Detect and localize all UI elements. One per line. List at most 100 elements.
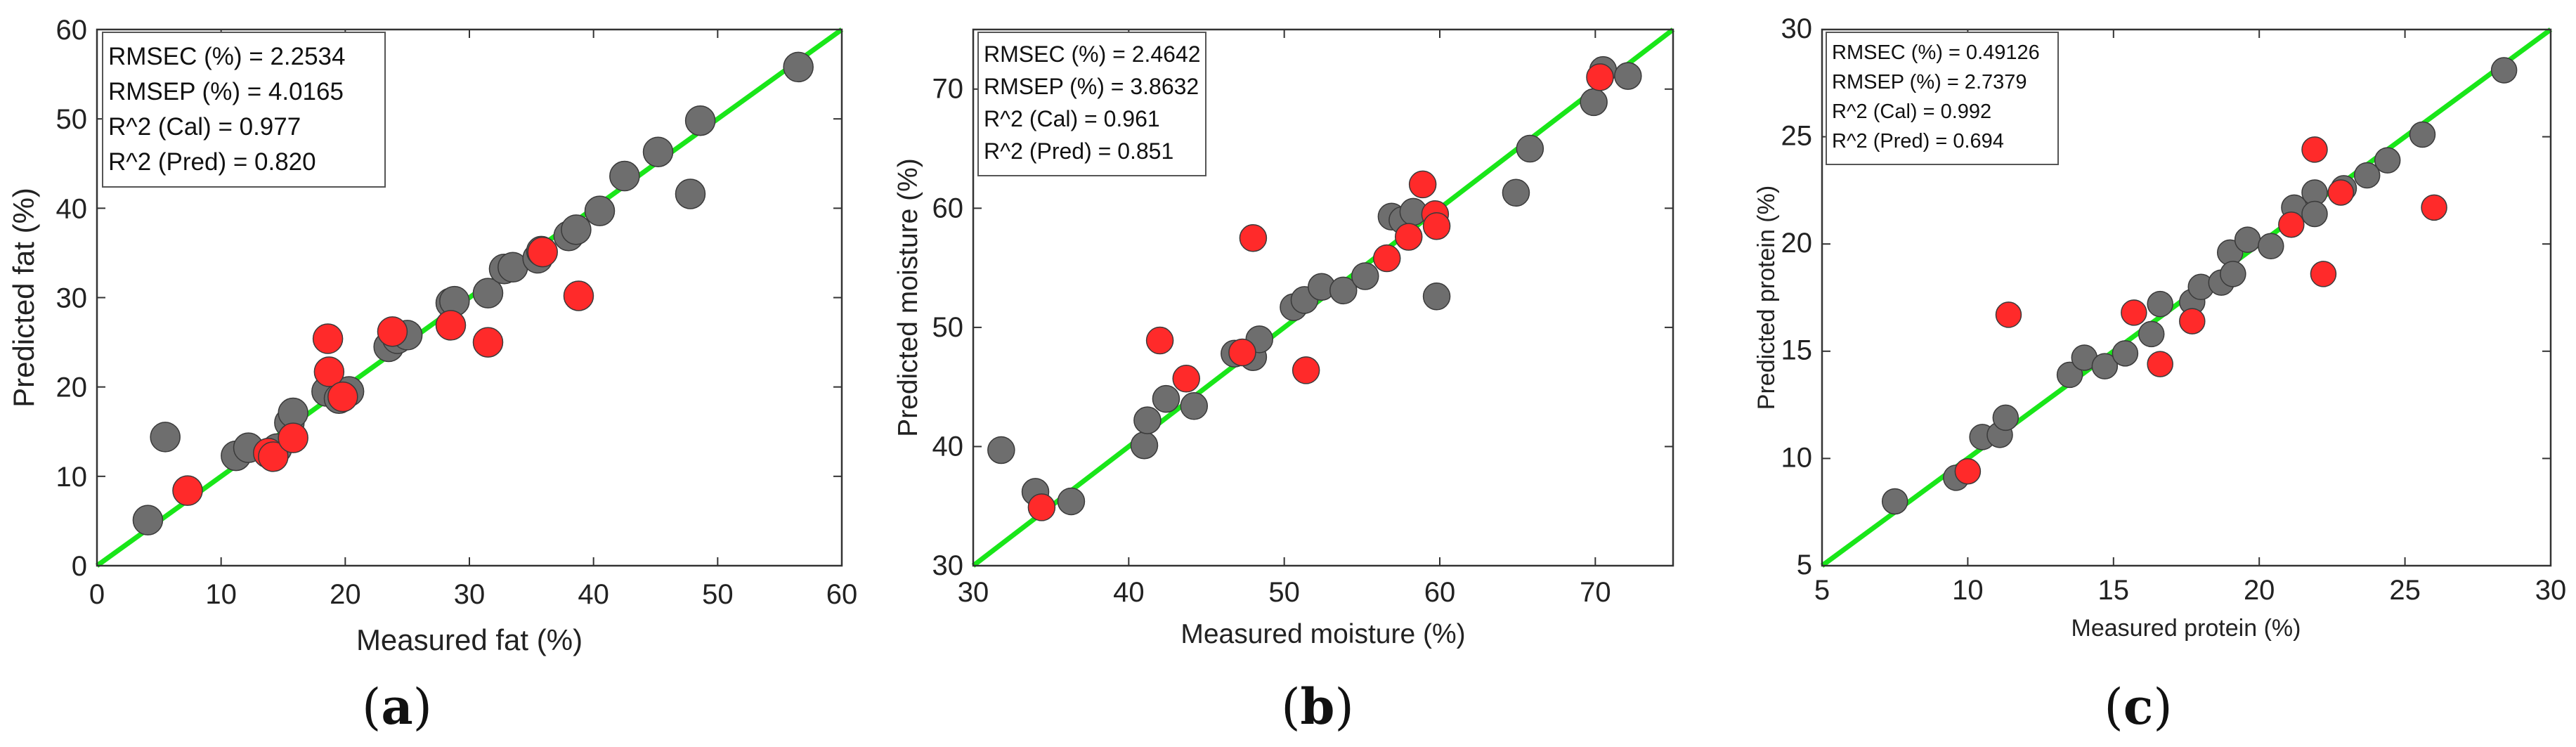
validation-point	[327, 381, 358, 413]
validation-point	[377, 316, 408, 347]
calibration-point	[2147, 290, 2173, 318]
x-tick-label: 5	[1814, 575, 1830, 606]
validation-point	[2179, 308, 2206, 334]
identity-line	[95, 27, 844, 568]
validation-point	[527, 236, 558, 268]
calibration-point	[2091, 353, 2119, 379]
calibration-point	[2353, 162, 2381, 189]
stats-line: RMSEP (%) = 2.7379	[1832, 71, 2027, 93]
axes-frame	[972, 28, 1674, 567]
calibration-point	[987, 436, 1015, 465]
validation-point	[172, 475, 203, 506]
calibration-point	[2409, 121, 2436, 148]
y-tick-label: 60	[932, 193, 964, 223]
validation-point	[1408, 170, 1437, 199]
y-tick-label: 20	[1781, 228, 1813, 259]
validation-point	[2421, 194, 2447, 221]
validation-point	[2278, 211, 2305, 238]
stats-line: RMSEC (%) = 2.4642	[984, 41, 1201, 67]
y-tick-label: 10	[56, 462, 88, 493]
y-axis-label: Predicted moisture (%)	[893, 158, 923, 437]
x-tick-label: 40	[578, 579, 609, 610]
calibration-point	[2258, 233, 2284, 260]
x-tick-label: 40	[1113, 577, 1145, 608]
validation-point	[1394, 223, 1423, 251]
calibration-point	[1152, 384, 1180, 413]
calibration-point	[150, 422, 181, 453]
calibration-point	[1351, 262, 1379, 290]
y-tick-label: 0	[72, 551, 87, 582]
x-axis-label: Measured fat (%)	[356, 623, 583, 656]
calibration-point	[2220, 261, 2246, 287]
x-tick-label: 20	[330, 579, 361, 610]
y-tick-label: 40	[932, 431, 964, 462]
chart-panel-c: 5 10 15 20 25 30 5 10 15 20 25 30 RMSEC (%) = 0.4912…	[1753, 13, 2566, 736]
validation-point	[313, 356, 345, 387]
validation-point	[312, 323, 344, 354]
x-tick-label: 10	[205, 579, 237, 610]
validation-point	[1995, 301, 2022, 328]
calibration-point	[2112, 340, 2139, 367]
calibration-point	[675, 178, 706, 209]
calibration-point	[1614, 62, 1642, 90]
y-axis-label: Predicted protein (%)	[1753, 186, 1780, 410]
x-tick-label: 50	[1268, 577, 1300, 608]
axes-frame	[1821, 28, 2552, 567]
calibration-point	[1992, 404, 2019, 431]
calibration-point	[783, 51, 814, 83]
validation-point	[563, 280, 594, 311]
y-tick-label: 40	[56, 193, 88, 224]
y-axis-label: Predicted fat (%)	[7, 188, 40, 408]
stats-box	[1826, 32, 2059, 165]
x-tick-label: 0	[89, 579, 105, 610]
validation-point	[1172, 365, 1200, 393]
x-tick-label: 15	[2098, 575, 2130, 606]
stats-line: RMSEC (%) = 2.2534	[108, 43, 346, 70]
stats-line: R^2 (Cal) = 0.992	[1832, 100, 1991, 123]
y-tick-label: 30	[1781, 13, 1813, 44]
y-tick-label: 25	[1781, 121, 1813, 152]
x-axis-label: Measured moisture (%)	[1180, 619, 1465, 649]
calibration-point	[2234, 226, 2261, 253]
panel-label: (a)	[362, 677, 432, 736]
calibration-point	[2056, 361, 2083, 389]
calibration-point	[561, 214, 592, 245]
chart-panel-b: 30 40 50 60 70 30 40 50 60 70 RMSEC (%) = 2.4642 RM…	[893, 27, 1675, 736]
calibration-point	[1130, 431, 1159, 460]
calibration-point	[2138, 320, 2165, 348]
calibration-point	[1422, 282, 1451, 311]
calibration-point	[2301, 200, 2328, 228]
y-tick-label: 10	[1781, 442, 1813, 473]
y-tick-label: 50	[932, 312, 964, 343]
y-tick-label: 5	[1797, 550, 1812, 580]
chart-panel-a: 0 10 20 30 40 50 60 0 10 20 30 40 50 60 RMSEC (%) = 2.…	[7, 15, 857, 736]
stats-line: R^2 (Cal) = 0.977	[108, 113, 301, 141]
panel-label: (c)	[2104, 677, 2172, 736]
calibration-point	[2490, 57, 2518, 84]
calibration-point	[472, 278, 504, 308]
x-tick-label: 60	[1424, 577, 1456, 608]
stats-box	[977, 32, 1206, 176]
calibration-point	[1133, 406, 1162, 434]
y-tick-label: 60	[56, 15, 88, 46]
y-tick-label: 20	[56, 372, 88, 403]
validation-point	[1422, 212, 1451, 240]
stats-line: R^2 (Pred) = 0.851	[984, 138, 1173, 164]
validation-point	[2301, 136, 2328, 163]
validation-point	[1372, 244, 1401, 273]
validation-point	[2147, 351, 2173, 377]
calibration-point	[1502, 178, 1530, 207]
calibration-point	[1580, 88, 1608, 117]
x-tick-label: 30	[454, 579, 486, 610]
x-tick-label: 25	[2389, 575, 2421, 606]
y-tick-label: 50	[56, 104, 88, 135]
calibration-point	[1329, 276, 1358, 305]
validation-point	[1292, 356, 1320, 384]
calibration-point	[684, 105, 716, 136]
x-tick-label: 30	[958, 577, 989, 608]
calibration-point	[1881, 488, 1908, 515]
stats-line: RMSEC (%) = 0.49126	[1832, 41, 2040, 64]
calibration-point	[1516, 134, 1544, 163]
y-tick-label: 70	[932, 74, 964, 105]
stats-line: R^2 (Pred) = 0.820	[108, 148, 316, 176]
